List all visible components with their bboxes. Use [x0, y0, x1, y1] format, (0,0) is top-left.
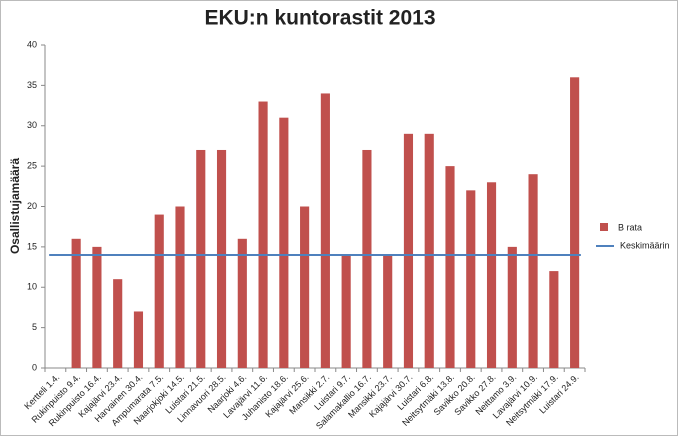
bar: [237, 238, 247, 368]
bar: [133, 311, 144, 368]
bar: [570, 77, 580, 369]
bar: [258, 101, 268, 369]
bar: [549, 271, 559, 368]
y-tick-label: 20: [27, 201, 37, 211]
bar: [154, 214, 164, 368]
bar: [175, 206, 185, 368]
bar: [507, 246, 517, 368]
bar: [92, 246, 102, 368]
y-tick-label: 15: [27, 241, 37, 251]
bar: [528, 174, 538, 368]
bar: [216, 149, 227, 368]
legend-label: B rata: [618, 222, 642, 232]
y-tick-label: 0: [32, 362, 37, 372]
bar: [279, 117, 289, 368]
bar: [403, 133, 414, 368]
bar: [466, 190, 476, 368]
y-tick-label: 40: [27, 39, 37, 49]
y-axis-label: Osallistujamäärä: [8, 158, 22, 254]
chart-title: EKU:n kuntorastit 2013: [204, 7, 435, 30]
bar: [486, 182, 497, 368]
bar: [341, 254, 351, 368]
bar: [362, 149, 372, 368]
y-tick-label: 10: [27, 282, 37, 292]
y-tick-label: 5: [32, 322, 37, 332]
y-tick-label: 35: [27, 80, 37, 90]
y-tick-label: 25: [27, 161, 37, 171]
bar: [383, 254, 393, 368]
bar: [113, 279, 123, 368]
legend-swatch: [600, 223, 608, 231]
y-tick-label: 30: [27, 120, 37, 130]
bar: [424, 133, 434, 368]
bar: [300, 206, 310, 368]
legend-label: Keskimäärin: [620, 240, 670, 250]
bar: [320, 93, 330, 368]
bar: [445, 166, 455, 368]
bar: [196, 149, 206, 368]
bar: [71, 238, 81, 368]
